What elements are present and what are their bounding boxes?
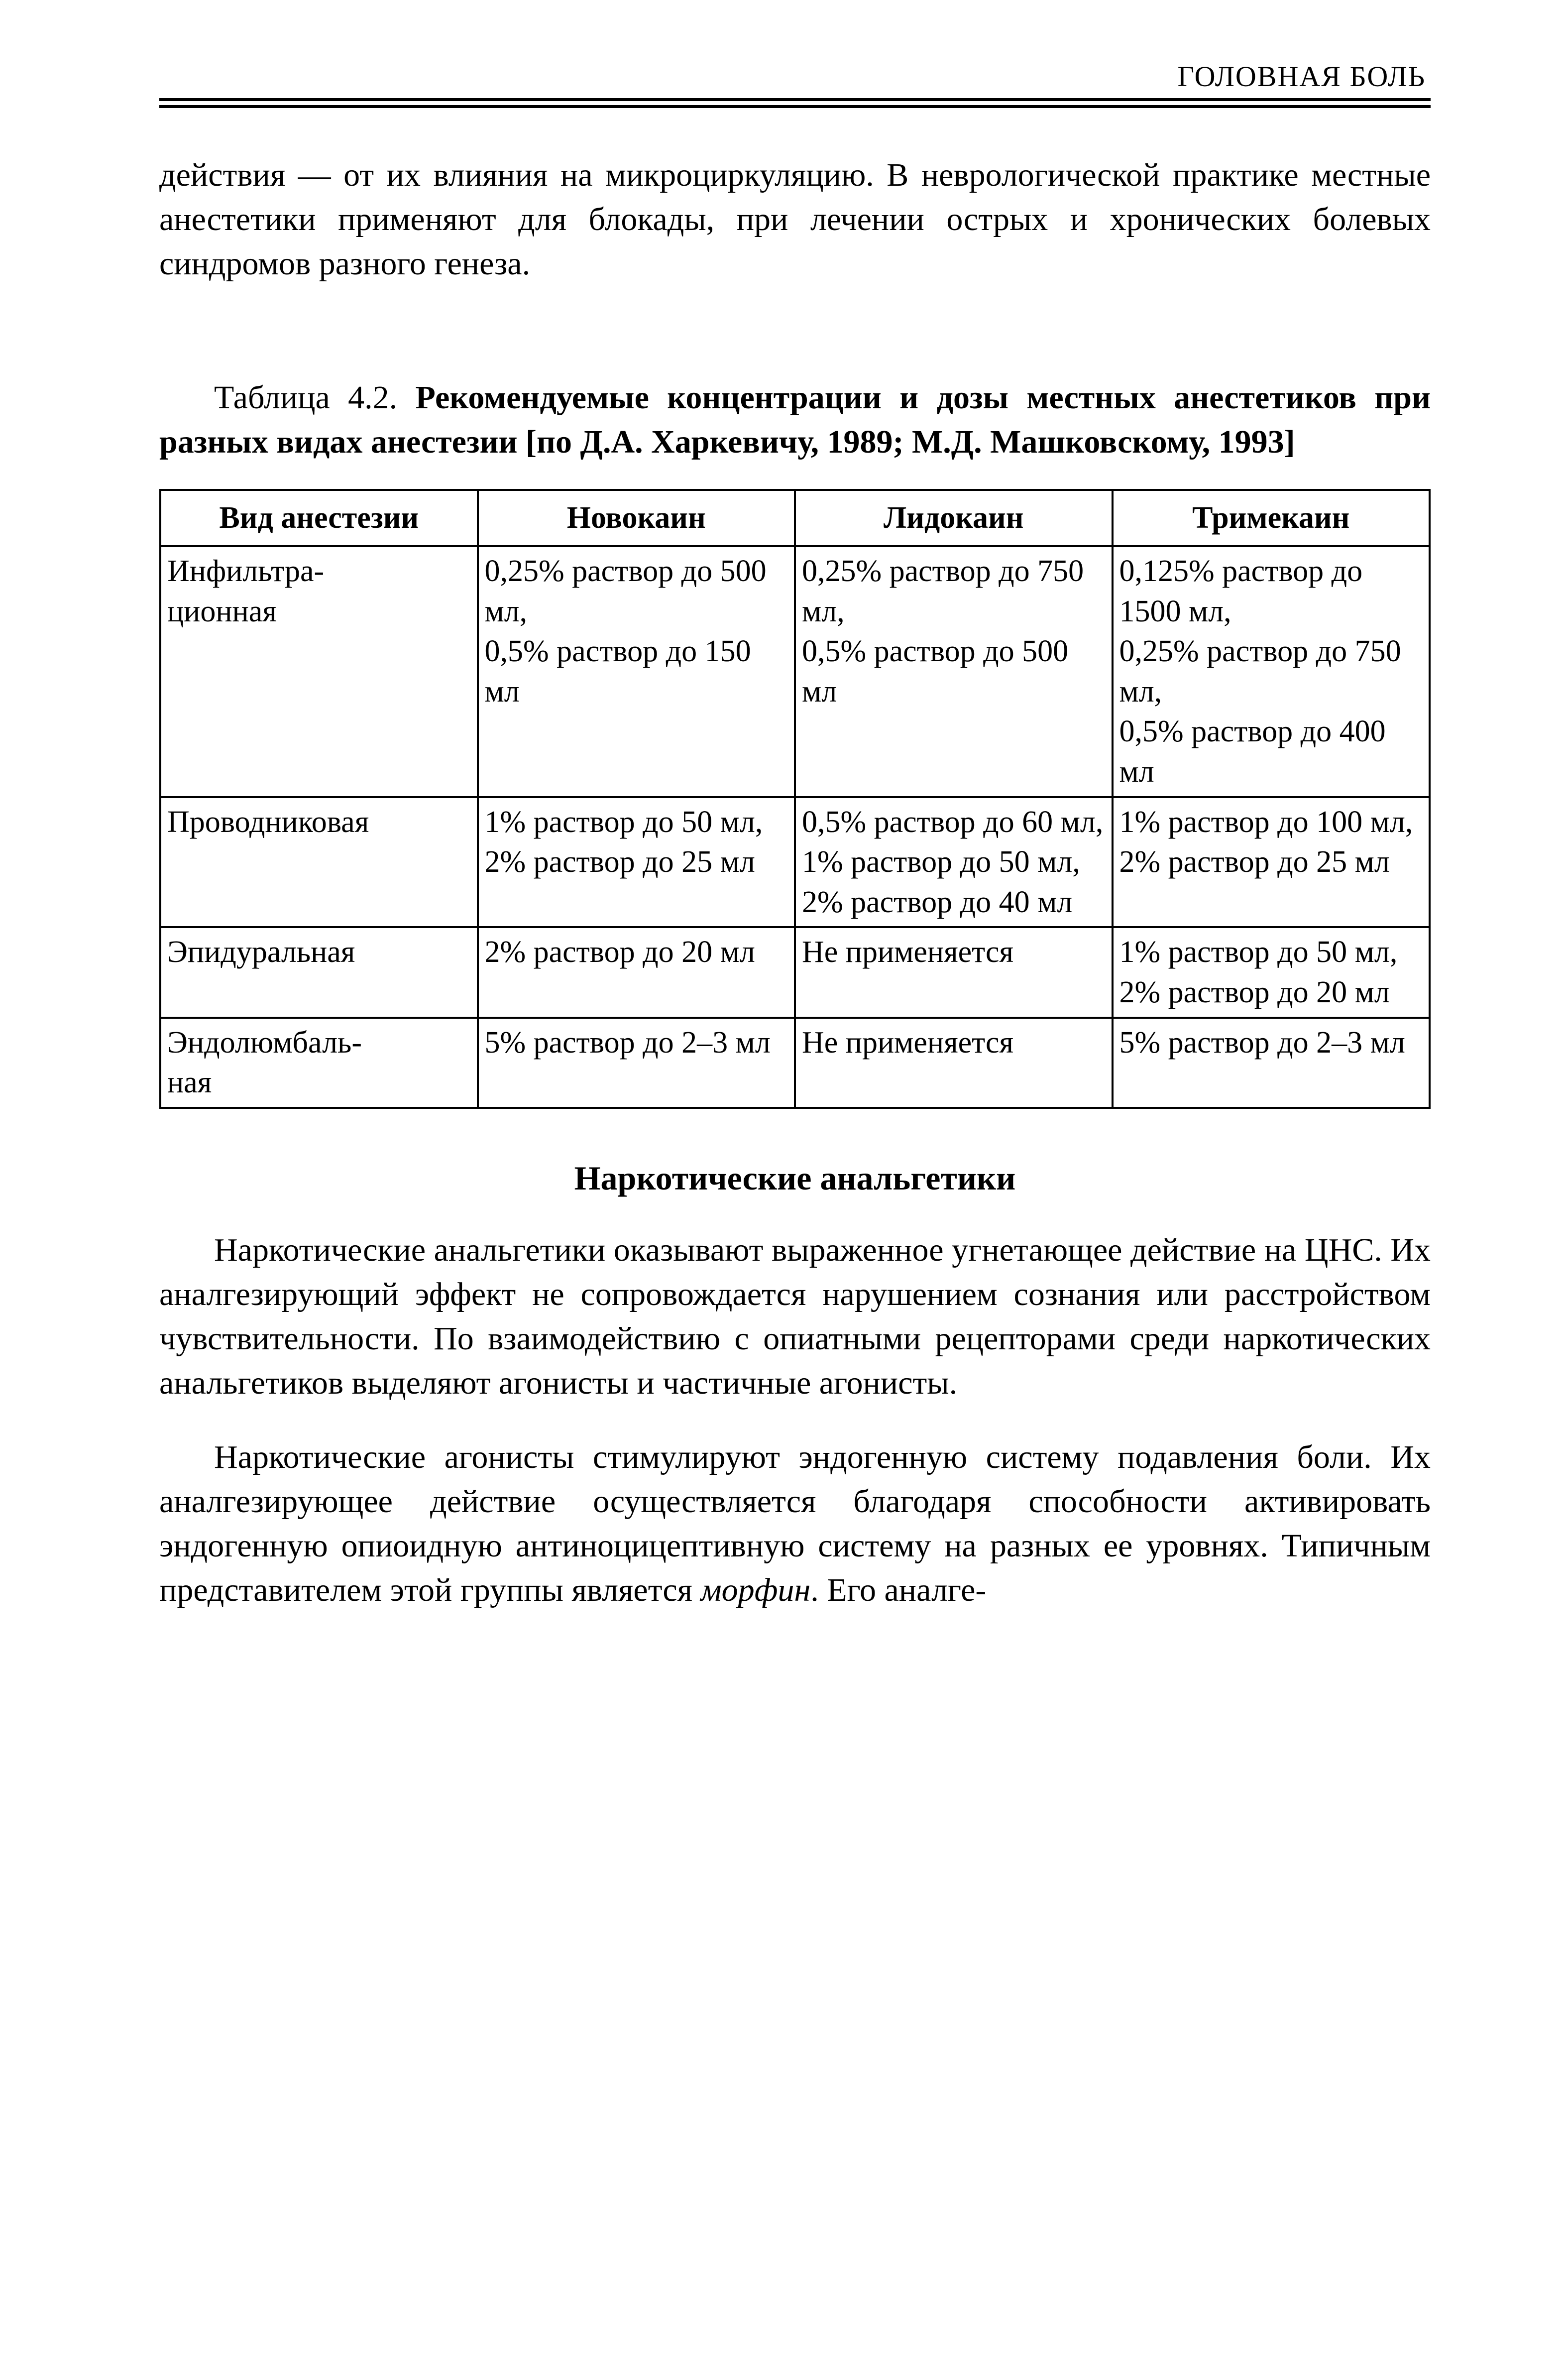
table-row: Инфильтра-ционная 0,25% раствор до 500 м… bbox=[160, 546, 1430, 797]
paragraph-2: Наркотические анальгетики оказывают выра… bbox=[159, 1228, 1431, 1405]
table-header-cell: Тримекаин bbox=[1113, 490, 1430, 546]
table-cell: Не применяется bbox=[795, 1018, 1113, 1108]
table-cell: 0,5% раствор до 60 мл,1% раствор до 50 м… bbox=[795, 797, 1113, 928]
table-body: Инфильтра-ционная 0,25% раствор до 500 м… bbox=[160, 546, 1430, 1108]
table-cell: 1% раствор до 100 мл,2% раствор до 25 мл bbox=[1113, 797, 1430, 928]
section-heading-narcotic-analgesics: Наркотические анальгетики bbox=[159, 1159, 1431, 1198]
table-cell: Эпидуральная bbox=[160, 927, 478, 1017]
paragraph-3-post: . Его аналге- bbox=[810, 1572, 986, 1608]
table-header-cell: Лидокаин bbox=[795, 490, 1113, 546]
paragraph-3: Наркотические агонисты стимулируют эндог… bbox=[159, 1435, 1431, 1612]
table-header-row: Вид анестезии Новокаин Лидокаин Тримекаи… bbox=[160, 490, 1430, 546]
anesthetics-table: Вид анестезии Новокаин Лидокаин Тримекаи… bbox=[159, 489, 1431, 1108]
table-header-cell: Новокаин bbox=[478, 490, 795, 546]
table-cell: 5% раствор до 2–3 мл bbox=[1113, 1018, 1430, 1108]
table-cell: 1% раствор до 50 мл,2% раствор до 20 мл bbox=[1113, 927, 1430, 1017]
table-cell: Не применяется bbox=[795, 927, 1113, 1017]
table-cell: Инфильтра-ционная bbox=[160, 546, 478, 797]
table-caption: Таблица 4.2. Рекомендуемые концентрации … bbox=[159, 375, 1431, 464]
running-header: ГОЛОВНАЯ БОЛЬ bbox=[159, 60, 1431, 93]
table-cell: 0,25% раствор до 500 мл,0,5% раствор до … bbox=[478, 546, 795, 797]
table-cell: 5% раствор до 2–3 мл bbox=[478, 1018, 795, 1108]
table-cell: 0,125% раствор до 1500 мл,0,25% раствор … bbox=[1113, 546, 1430, 797]
header-double-rule bbox=[159, 98, 1431, 108]
table-caption-prefix: Таблица 4.2. bbox=[214, 379, 416, 416]
table-cell: 1% раствор до 50 мл,2% раствор до 25 мл bbox=[478, 797, 795, 928]
paragraph-1: действия — от их влияния на микроциркуля… bbox=[159, 153, 1431, 286]
table-row: Эндолюмбаль-ная 5% раствор до 2–3 мл Не … bbox=[160, 1018, 1430, 1108]
paragraph-3-em: морфин bbox=[701, 1572, 811, 1608]
table-cell: 0,25% раствор до 750 мл,0,5% раствор до … bbox=[795, 546, 1113, 797]
table-header-cell: Вид анестезии bbox=[160, 490, 478, 546]
table-cell: 2% раствор до 20 мл bbox=[478, 927, 795, 1017]
table-cell: Эндолюмбаль-ная bbox=[160, 1018, 478, 1108]
table-row: Эпидуральная 2% раствор до 20 мл Не прим… bbox=[160, 927, 1430, 1017]
table-row: Проводниковая 1% раствор до 50 мл,2% рас… bbox=[160, 797, 1430, 928]
table-cell: Проводниковая bbox=[160, 797, 478, 928]
